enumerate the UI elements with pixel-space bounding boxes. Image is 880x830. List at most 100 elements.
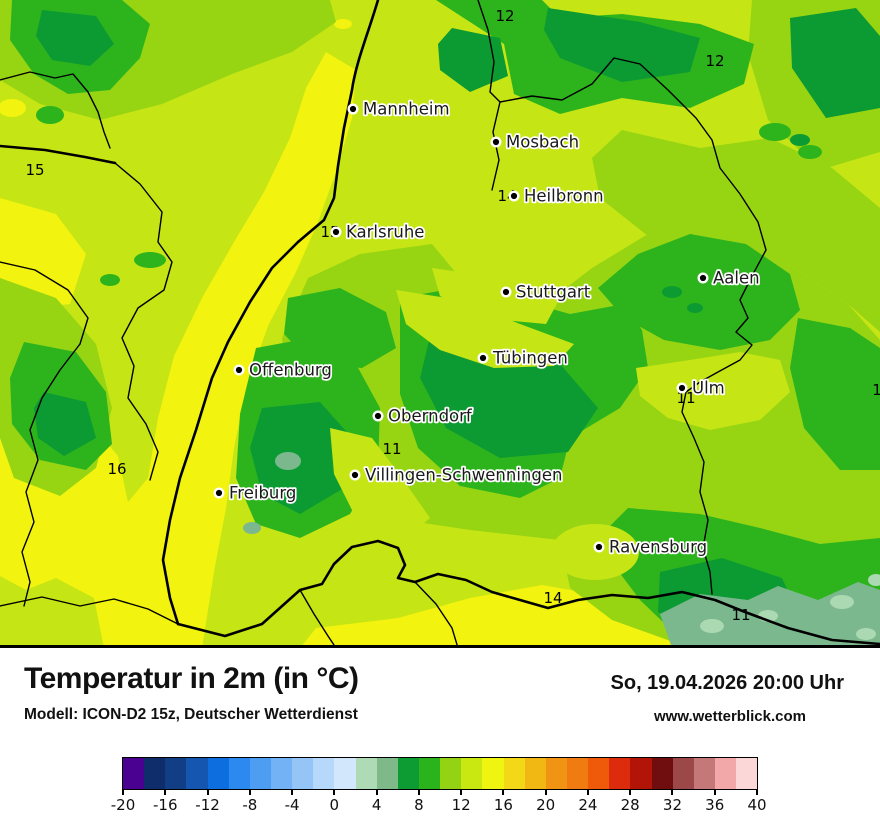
colorbar-tick-label: 20 [536,796,556,814]
colorbar-segment [334,758,356,789]
colorbar-segment [651,758,673,789]
temp-value-label: 11 [731,606,750,624]
colorbar-segment [630,758,652,789]
city-marker: Karlsruhe [330,221,426,243]
colorbar-tick [544,789,547,795]
colorbar-tick-label: 0 [329,796,340,814]
city-label: Mannheim [363,100,450,119]
colorbar-segment [207,758,229,789]
colorbar-tick-label: -8 [242,796,258,814]
city-label: Heilbronn [524,187,604,206]
colorbar-tick [375,789,378,795]
colorbar-tick-label: -20 [110,796,136,814]
colorbar-segment [123,758,145,789]
colorbar-segment [714,758,737,789]
colorbar-segment [672,758,694,789]
colorbar-tick [713,789,716,795]
temp-value-label: 12 [705,52,724,70]
colorbar-ticks: -20 -16 -12 -8 -4 0 4 8 12 16 20 24 28 32 36 40 [111,789,767,829]
colorbar-tick-label: -4 [284,796,300,814]
colorbar-tick [586,789,589,795]
city-marker: Villingen-Schwenningen [349,464,564,486]
colorbar-segment [249,758,271,789]
colorbar-segment [397,758,419,789]
colorbar-segment [376,758,398,789]
colorbar-tick [206,789,209,795]
colorbar-tick [164,789,167,795]
colorbar-segment [588,758,610,789]
colorbar-tick-label: 40 [747,796,767,814]
city-dot [490,136,502,148]
city-dot [676,382,688,394]
colorbar-tick [460,789,463,795]
colorbar-segment [418,758,441,789]
colorbar-tick-label: 16 [493,796,513,814]
colorbar-segment [482,758,504,789]
colorbar-segment [566,758,589,789]
colorbar-tick-label: 36 [705,796,725,814]
colorbar-tick [756,789,758,795]
colorbar-segment [270,758,293,789]
colorbar-segment [524,758,546,789]
colorbar-tick [333,789,336,795]
colorbar-tick-label: -16 [153,796,178,814]
colorbar-tick [122,789,124,795]
colorbar-segment [736,758,758,789]
temp-value-label: 14 [543,589,562,607]
colorbar-tick-label: 28 [620,796,640,814]
colorbar-segment [186,758,208,789]
city-marker-layer: Mannheim Mosbach Heilbronn Karlsruhe Aalen St… [213,98,761,558]
colorbar-segment [693,758,715,789]
city-marker: Mannheim [347,98,451,120]
forecast-datetime: So, 19.04.2026 20:00 Uhr [610,672,844,694]
colorbar-tick [248,789,251,795]
city-dot [349,469,361,481]
colorbar-segment [144,758,166,789]
colorbar-segment [165,758,187,789]
temp-value-label: 15 [25,161,44,179]
city-marker: Ravensburg [593,536,709,558]
city-marker: Tübingen [477,347,570,369]
city-dot [233,364,245,376]
footer: Temperatur in 2m (in °C) Modell: ICON-D2… [0,648,880,830]
city-label: Tübingen [492,349,568,368]
colorbar-tick [671,789,674,795]
city-label: Karlsruhe [346,223,424,242]
temp-value-label: 1 [872,381,880,399]
city-marker: Heilbronn [508,185,605,207]
colorbar-segment [292,758,314,789]
city-dot [372,410,384,422]
temp-value-label: 11 [676,389,695,407]
colorbar-segment [545,758,567,789]
temp-region-valley-pockets [330,268,790,580]
colorbar-segment [355,758,377,789]
colorbar-tick-label: 12 [451,796,471,814]
border-line-national [0,0,880,645]
city-marker: Stuttgart [500,281,592,303]
city-label: Freiburg [229,484,296,503]
border-line-state [0,0,767,645]
temp-value-label: 12 [495,7,514,25]
weather-map-svg: 121215141511111161411 MannheimMosbachHei… [0,0,880,645]
city-marker: Freiburg [213,482,298,504]
map-title: Temperatur in 2m (in °C) [24,662,359,695]
colorbar-tick [502,789,505,795]
colorbar-segment [440,758,462,789]
city-marker: Oberndorf [372,405,475,427]
website-url: www.wetterblick.com [654,708,806,725]
city-label: Mosbach [506,133,579,152]
city-marker: Offenburg [233,359,334,381]
temp-value-label: 16 [107,460,126,478]
colorbar-tick-label: 32 [662,796,682,814]
city-dot [697,272,709,284]
colorbar-segment [461,758,483,789]
city-dot [593,541,605,553]
colorbar-tick-label: 24 [578,796,598,814]
city-dot [213,487,225,499]
city-dot [477,352,489,364]
city-dot [330,226,342,238]
colorbar-tick [291,789,294,795]
city-label: Offenburg [249,361,332,380]
city-marker: Aalen [697,267,761,289]
city-dot [500,286,512,298]
